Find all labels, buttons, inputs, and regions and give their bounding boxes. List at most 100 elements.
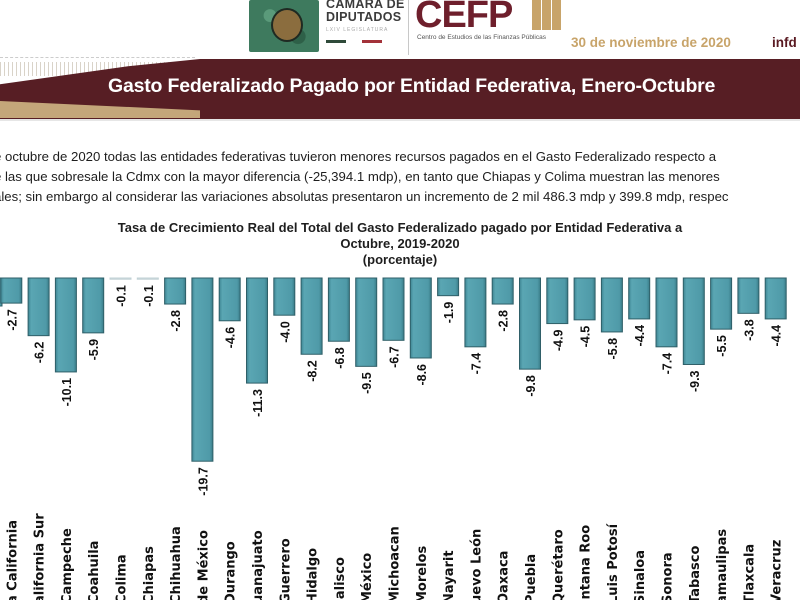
value-label: -4.4	[770, 325, 784, 347]
chart-title-line2: Octubre, 2019-2020	[340, 236, 460, 251]
chart-bar	[600, 277, 623, 333]
value-label: -7.4	[469, 353, 483, 375]
dotted-rule	[0, 57, 195, 58]
chart-bar	[27, 277, 50, 337]
cefp-grid-icon	[532, 0, 562, 30]
category-label: Jalisco	[333, 557, 348, 600]
chart-bar	[273, 277, 296, 316]
chart-bar	[464, 277, 487, 348]
chart-bar	[0, 277, 23, 304]
category-label: Durango	[224, 541, 239, 600]
chart-bar	[628, 277, 651, 320]
logo-divider	[408, 0, 409, 55]
paragraph-line: ales; sin embargo al considerar las vari…	[0, 189, 729, 204]
value-label: -6.2	[33, 342, 47, 364]
chart-bar	[382, 277, 405, 341]
value-label: -7.4	[661, 353, 675, 375]
chart-bar	[82, 277, 105, 334]
chart-bar	[437, 277, 460, 297]
chart-bar	[109, 277, 132, 280]
category-label: México	[360, 553, 375, 600]
value-label: -8.6	[415, 364, 429, 386]
category-label: Nayarit	[442, 550, 457, 600]
chart-bar	[54, 277, 77, 373]
institution-line2: DIPUTADOS	[326, 10, 402, 24]
category-label: Chiapas	[142, 546, 157, 600]
chart-bar	[355, 277, 378, 367]
category-label: de México	[196, 530, 211, 600]
value-label: -4.5	[579, 326, 593, 348]
chart-bar	[655, 277, 678, 348]
value-label: -11.3	[251, 389, 265, 417]
category-label: Campeche	[60, 528, 75, 600]
category-label: Coahuila	[87, 541, 102, 600]
legislatura-label: LXIV LEGISLATURA	[326, 27, 389, 33]
category-label: Veracruz	[770, 540, 785, 600]
category-label: Guerrero	[278, 538, 293, 600]
value-label: -9.8	[524, 375, 538, 397]
chart-bar	[546, 277, 569, 325]
category-label: Puebla	[524, 554, 539, 600]
value-label: -5.9	[87, 339, 101, 361]
value-label: -8.2	[306, 360, 320, 382]
category-label: amaulipas	[715, 529, 730, 600]
category-label: alifornia Sur	[33, 513, 48, 600]
seal-coin-icon	[271, 8, 303, 42]
value-label: -10.1	[60, 378, 74, 407]
category-label: Sinaloa	[633, 550, 648, 600]
header: CÁMARA DE DIPUTADOS LXIV LEGISLATURA CEF…	[0, 0, 800, 56]
chart-bar	[164, 277, 187, 305]
category-label: Chihuahua	[169, 526, 184, 600]
flag-bars	[326, 40, 405, 43]
category-label: Hidalgo	[306, 548, 321, 600]
chart-bar	[409, 277, 432, 359]
category-label: Colima	[115, 554, 130, 600]
category-label: uanajuato	[251, 530, 266, 600]
value-label: -4.4	[633, 325, 647, 347]
value-label: -9.3	[688, 370, 702, 392]
category-label: intana Roo	[579, 525, 594, 600]
value-label: -9.5	[360, 372, 374, 394]
chart-bar	[246, 277, 268, 384]
institution-line1: CÁMARA DE	[326, 0, 405, 11]
camara-seal-logo	[249, 0, 319, 52]
banner-underline	[0, 119, 800, 121]
paragraph-line: e octubre de 2020 todas las entidades fe…	[0, 149, 717, 164]
value-label: -0.1	[142, 285, 156, 307]
category-label: a California	[5, 520, 20, 600]
chart-bar	[136, 277, 159, 280]
value-label: -5.8	[606, 338, 620, 360]
chart-title-line1: Tasa de Crecimiento Real del Total del G…	[117, 220, 683, 235]
cefp-subtitle: Centro de Estudios de las Finanzas Públi…	[417, 34, 546, 41]
value-label: -5.5	[715, 335, 729, 357]
value-label: -19.7	[196, 467, 210, 496]
value-label: -1.9	[442, 302, 456, 324]
chart-bar	[682, 277, 705, 365]
value-label: -4.9	[551, 330, 565, 352]
value-label: -6.8	[333, 347, 347, 369]
category-label: Oaxaca	[497, 551, 512, 600]
value-label: -2.8	[497, 310, 511, 332]
bar-chart: -2.7 -6.2 -10.1 -5.9 -0.1 -0.1 -2.8 -19.7 -4.6 -1…	[0, 277, 787, 600]
banner-title: Gasto Federalizado Pagado por Entidad Fe…	[108, 75, 716, 97]
cefp-logo-text: CEFP	[415, 0, 513, 36]
chart-bar	[764, 277, 787, 320]
chart-bar	[519, 277, 541, 370]
chart-bar	[573, 277, 596, 321]
value-label: -4.6	[224, 327, 238, 349]
category-label: Tabasco	[688, 546, 703, 600]
chart-bar	[491, 277, 514, 305]
chart-bar	[737, 277, 760, 314]
category-label: Querétaro	[551, 529, 566, 600]
value-label: -2.8	[169, 310, 183, 332]
value-label: -0.1	[115, 285, 129, 307]
camara-diputados-logo: CÁMARA DE DIPUTADOS LXIV LEGISLATURA	[326, 0, 405, 43]
value-label: -2.7	[5, 309, 19, 331]
chart-bar	[327, 277, 350, 342]
document-type: infd	[772, 35, 797, 50]
chart-subtitle: (porcentaje)	[362, 252, 438, 267]
value-label: -3.8	[742, 319, 756, 341]
category-label: Sonora	[661, 552, 676, 600]
chart-title: Tasa de Crecimiento Real del Total del G…	[0, 220, 800, 268]
category-label: Michoacan	[388, 526, 403, 600]
